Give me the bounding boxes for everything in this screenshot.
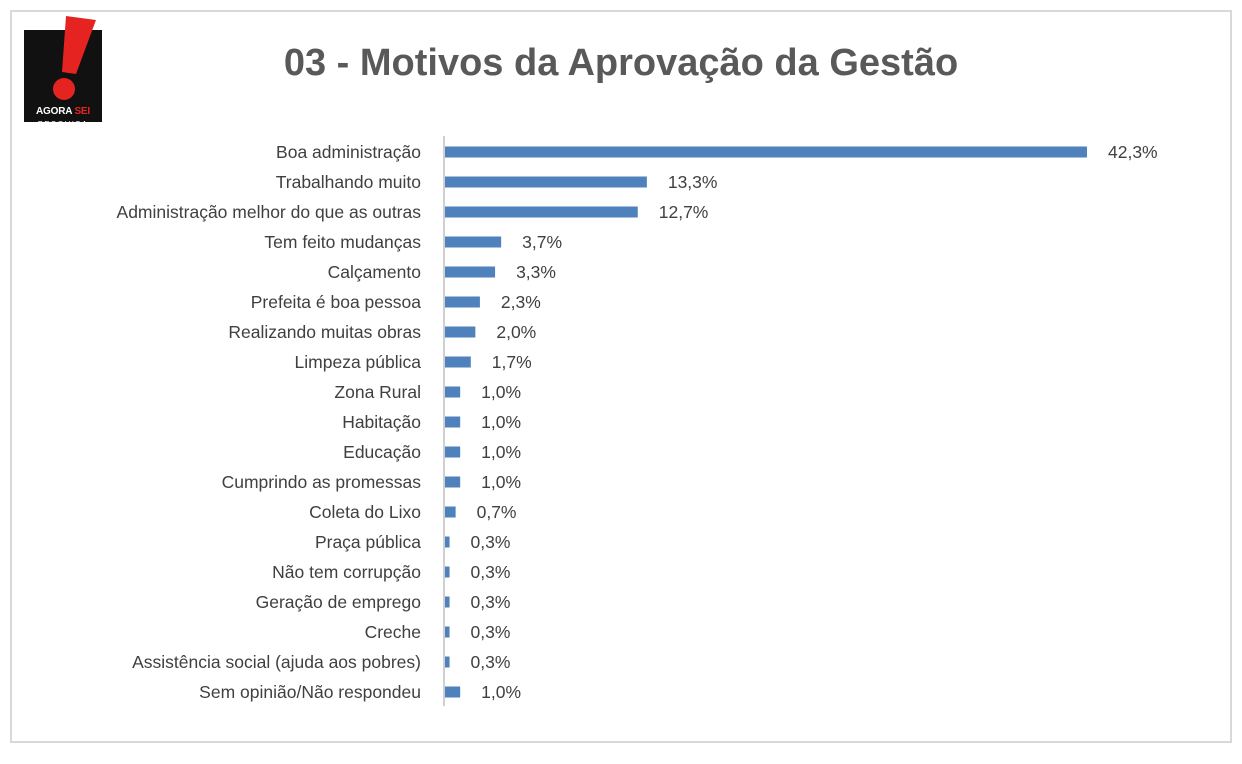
data-label: 0,3% (471, 562, 511, 582)
bar (445, 686, 461, 698)
category-label: Cumprindo as promessas (222, 472, 422, 492)
data-label: 3,7% (522, 232, 562, 252)
data-label: 1,0% (481, 682, 521, 702)
chart-frame (10, 10, 1232, 743)
category-label: Creche (365, 622, 421, 642)
category-label: Administração melhor do que as outras (117, 202, 422, 222)
logo-word-sei: SEI (74, 106, 90, 117)
data-label: 42,3% (1108, 142, 1158, 162)
bar (445, 326, 476, 338)
logo-wordmark: AGORA SEI (24, 106, 102, 117)
bar (445, 566, 450, 578)
category-label: Educação (343, 442, 421, 462)
bar (445, 356, 471, 368)
bar (445, 656, 450, 668)
bar (445, 236, 502, 248)
bar (445, 206, 638, 218)
category-label: Habitação (342, 412, 421, 432)
data-label: 0,3% (471, 652, 511, 672)
category-label: Sem opinião/Não respondeu (199, 682, 421, 702)
data-label: 12,7% (659, 202, 709, 222)
bar (445, 266, 496, 278)
data-label: 1,0% (481, 472, 521, 492)
bar (445, 296, 480, 308)
category-label: Trabalhando muito (276, 172, 421, 192)
bar (445, 536, 450, 548)
bar (445, 416, 461, 428)
bar (445, 146, 1087, 158)
data-label: 1,0% (481, 382, 521, 402)
bar (445, 176, 647, 188)
agora-sei-logo: AGORA SEI PESQUISA (24, 14, 102, 129)
bar (445, 476, 461, 488)
category-label: Assistência social (ajuda aos pobres) (132, 652, 421, 672)
category-label: Calçamento (328, 262, 421, 282)
category-label: Coleta do Lixo (309, 502, 421, 522)
data-label: 2,3% (501, 292, 541, 312)
logo-word-agora: AGORA (36, 106, 75, 117)
category-label: Limpeza pública (295, 352, 422, 372)
bar (445, 446, 461, 458)
data-label: 0,3% (471, 532, 511, 552)
category-label: Realizando muitas obras (228, 322, 421, 342)
data-label: 0,7% (477, 502, 517, 522)
chart-title: 03 - Motivos da Aprovação da Gestão (283, 42, 959, 84)
bar (445, 626, 450, 638)
category-label: Praça pública (315, 532, 421, 552)
data-label: 3,3% (516, 262, 556, 282)
data-label: 0,3% (471, 622, 511, 642)
data-label: 1,0% (481, 412, 521, 432)
bar (445, 386, 461, 398)
data-label: 1,0% (481, 442, 521, 462)
category-label: Tem feito mudanças (264, 232, 421, 252)
exclamation-icon (24, 16, 102, 122)
data-label: 13,3% (668, 172, 718, 192)
bar (445, 506, 456, 518)
data-label: 2,0% (496, 322, 536, 342)
logo-subtitle: PESQUISA (37, 120, 89, 129)
category-label: Geração de emprego (256, 592, 421, 612)
data-label: 0,3% (471, 592, 511, 612)
data-label: 1,7% (492, 352, 532, 372)
category-label: Zona Rural (334, 382, 421, 402)
category-label: Boa administração (276, 142, 421, 162)
category-label: Prefeita é boa pessoa (251, 292, 422, 312)
bar (445, 596, 450, 608)
category-label: Não tem corrupção (272, 562, 421, 582)
